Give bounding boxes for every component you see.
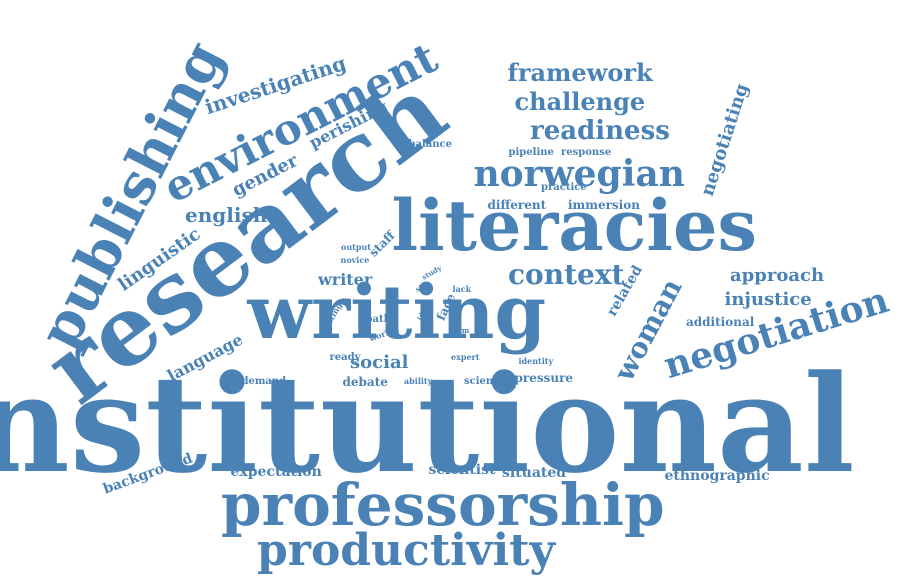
word-different: different bbox=[487, 198, 547, 212]
word-literacies: literacies bbox=[391, 184, 757, 267]
word-term: term bbox=[450, 325, 470, 335]
word-institutional: institutional bbox=[0, 345, 855, 503]
word-negotiating: negotiating bbox=[696, 81, 753, 199]
word-response: response bbox=[561, 147, 612, 158]
word-novice: novice bbox=[340, 255, 370, 265]
word-immersion: immersion bbox=[568, 198, 640, 212]
word-social: social bbox=[350, 352, 409, 373]
word-injustice: injustice bbox=[724, 289, 812, 310]
word-balance: balance bbox=[408, 139, 452, 150]
word-lack: lack bbox=[452, 284, 472, 294]
word-situated: situated bbox=[502, 465, 567, 481]
word-readiness: readiness bbox=[530, 116, 670, 146]
word-science: science bbox=[464, 376, 506, 387]
word-context: context bbox=[508, 258, 625, 291]
word-framework: framework bbox=[507, 58, 653, 87]
word-debate: debate bbox=[342, 375, 388, 389]
word-path: path bbox=[365, 314, 391, 325]
word-approach: approach bbox=[730, 265, 825, 286]
word-ready: ready bbox=[329, 352, 361, 363]
word-scientist: scientist bbox=[428, 462, 496, 478]
word-writing: writing bbox=[247, 270, 547, 356]
word-output: output bbox=[341, 242, 371, 252]
word-practice: practice bbox=[541, 182, 587, 193]
word-ability: ability bbox=[404, 376, 433, 386]
word-demand: demand bbox=[241, 376, 287, 387]
word-professorship: professorship bbox=[221, 471, 665, 539]
word-pressure: pressure bbox=[514, 371, 574, 385]
word-writer: writer bbox=[318, 270, 373, 289]
word-english: english bbox=[185, 203, 268, 227]
word-productivity: productivity bbox=[257, 525, 556, 576]
word-expert: expert bbox=[451, 352, 480, 362]
word-additional: additional bbox=[686, 315, 755, 329]
word-norwegian: norwegian bbox=[473, 153, 685, 195]
word-challenge: challenge bbox=[514, 87, 646, 116]
word-ethnographic: ethnographic bbox=[664, 468, 770, 484]
word-identity: identity bbox=[518, 356, 554, 366]
word-pipeline: pipeline bbox=[508, 147, 554, 158]
word-expectation: expectation bbox=[230, 464, 322, 480]
